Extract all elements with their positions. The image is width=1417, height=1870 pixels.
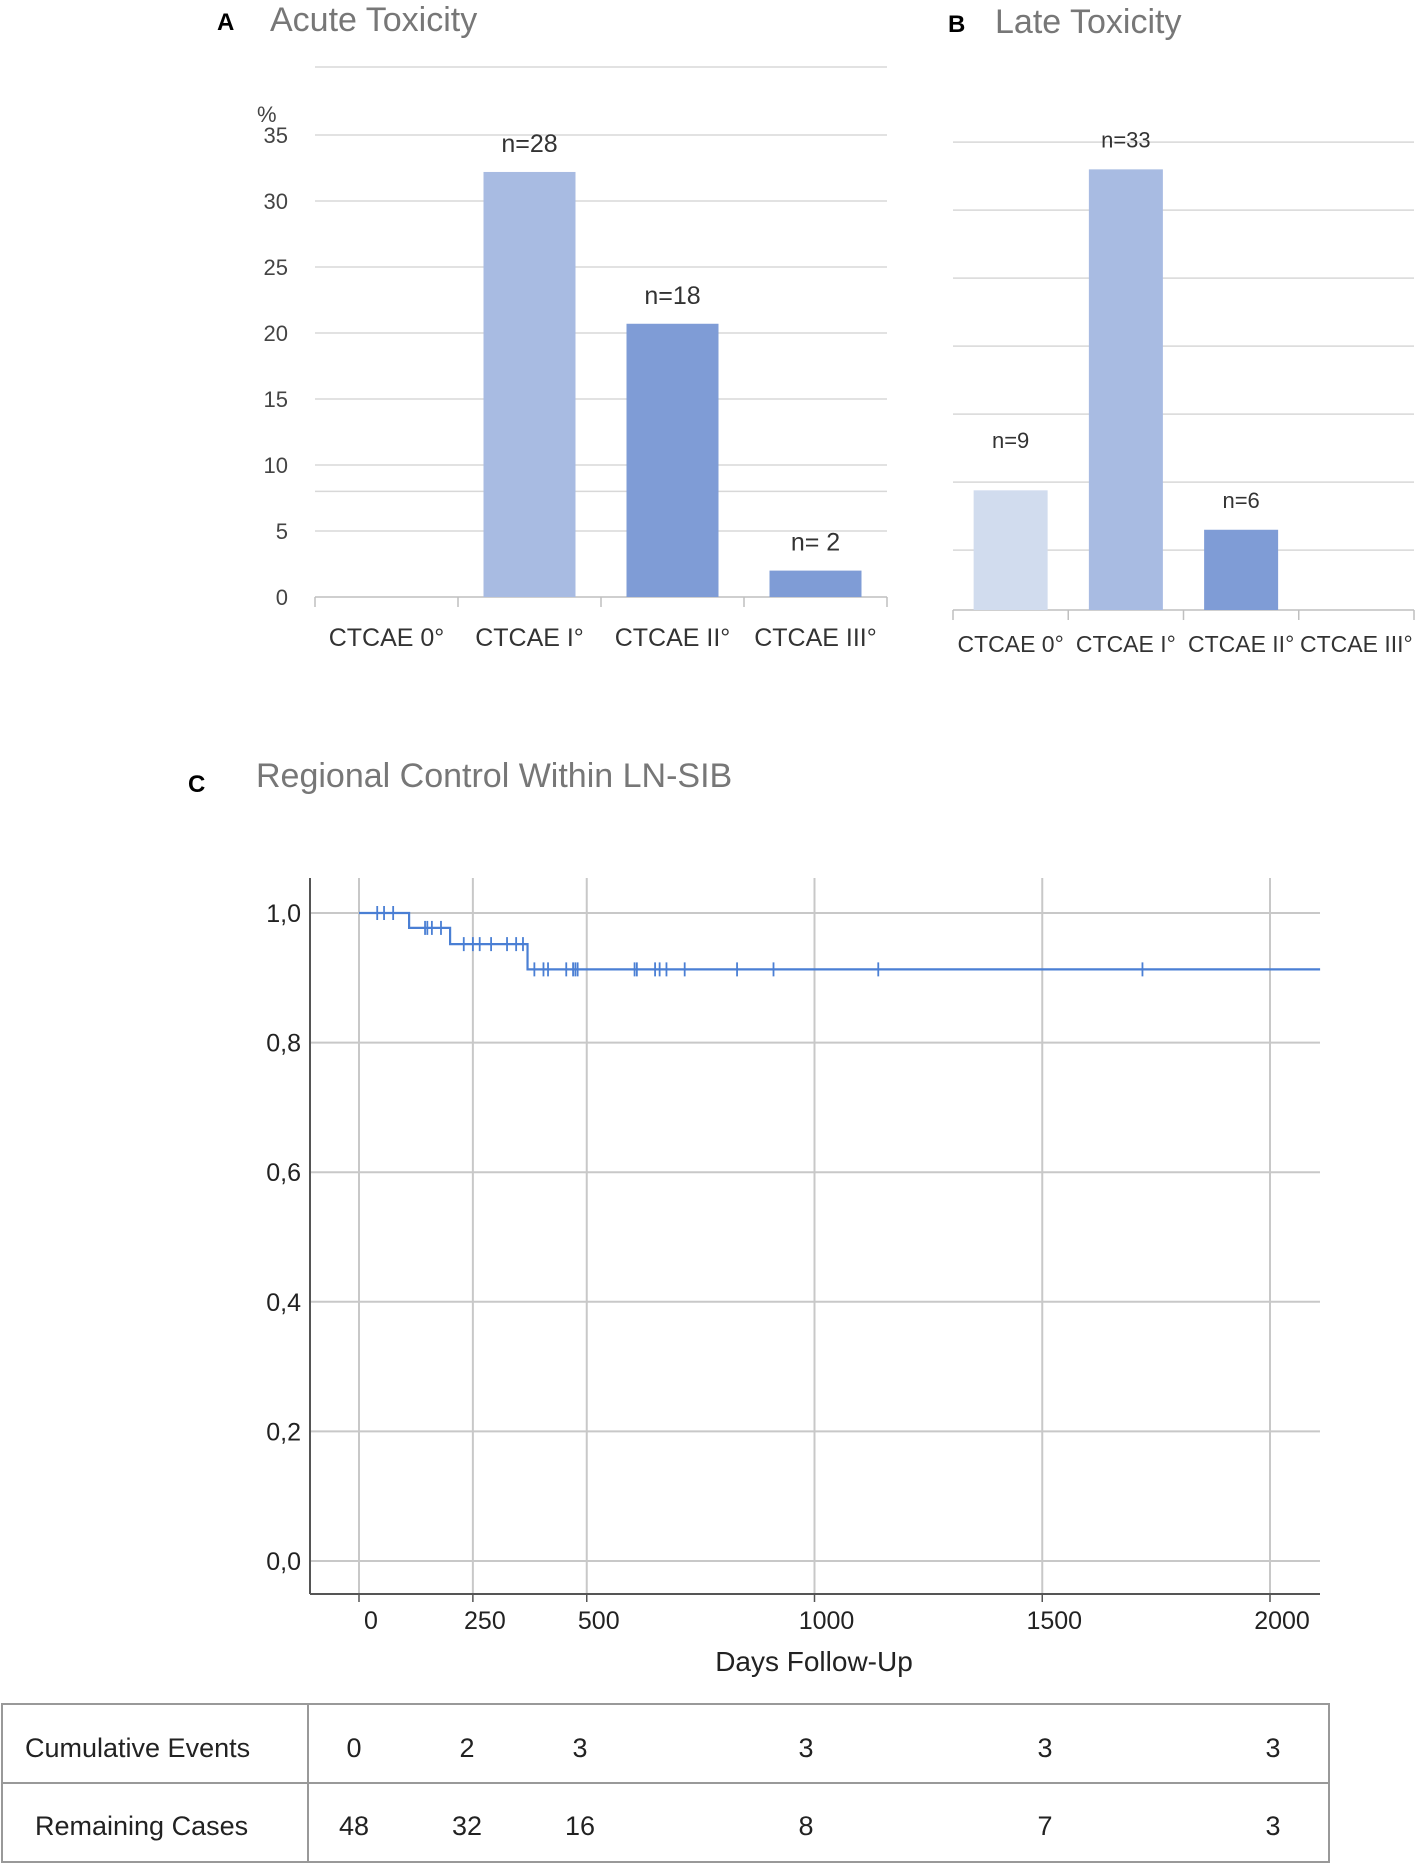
panel-b-title: Late Toxicity [995,3,1181,41]
panel-c-axes: 0,0 0,2 0,4 0,6 0,8 1,0 0 250 500 1000 1500 2000 [266,878,1320,1635]
risk-table-cell: 3 [1265,1811,1280,1841]
panel-c-y-tick-label: 0,8 [266,1030,301,1058]
risk-table-cell: 8 [798,1811,813,1841]
panel-a-bar [769,570,862,597]
panel-a-y-tick-label: 15 [264,387,288,412]
panel-a-bar [626,323,719,597]
panel-a-y-tick-label: 30 [264,189,288,214]
panel-c-survival-curve [359,906,1321,977]
panel-b-letter: B [948,11,965,38]
risk-table-cell: 2 [459,1733,474,1763]
panel-b-gridlines [953,141,1414,551]
panel-a-y-tick-label: 25 [264,255,288,280]
risk-table-rows: Cumulative Events 0 2 3 3 3 3 Remaining Cases 48… [25,1733,1281,1841]
panel-b-late-toxicity: B Late Toxicity CTCAE 0° CTCAE I° CTCAE II… [948,3,1415,657]
panel-c-y-tick-label: 0,6 [266,1159,301,1187]
panel-b-category-label: CTCAE 0° [957,631,1063,657]
panel-c-x-tick-label: 0 [364,1607,378,1635]
panel-b-category-label: CTCAE III° [1300,631,1413,657]
panel-b-data-label: n=33 [1101,127,1151,152]
panel-a-y-tick-label: 5 [276,519,288,544]
risk-table-row-label: Cumulative Events [25,1733,250,1763]
panel-a-y-tick-label: 35 [264,123,288,148]
panel-a-category-label: CTCAE I° [475,624,584,652]
risk-table-cell: 3 [798,1733,813,1763]
risk-table-cell: 3 [1265,1733,1280,1763]
panel-b-bar [973,490,1048,610]
panel-c-letter: C [188,771,205,798]
risk-table-cell: 32 [452,1811,482,1841]
panel-c-y-tick-label: 0,2 [266,1418,301,1446]
panel-c-title: Regional Control Within LN-SIB [256,757,732,795]
panel-a-acute-toxicity: A Acute Toxicity % 0 5 10 15 20 25 30 35 CTCAE 0… [217,1,888,652]
risk-table-cell: 48 [339,1811,369,1841]
risk-table-cell: 3 [1037,1733,1052,1763]
panel-b-category-label: CTCAE II° [1188,631,1294,657]
panel-c-step-line [359,911,1321,971]
panel-a-data-label: n=18 [644,282,700,310]
panel-b-axes: CTCAE 0° CTCAE I° CTCAE II° CTCAE III° [952,609,1415,657]
panel-c-regional-control: C Regional Control Within LN-SIB 0,00,20… [188,757,1321,1677]
panel-c-y-tick-label: 0,4 [266,1289,301,1317]
panel-b-bars: n=9 n=33 n=6 [973,127,1279,611]
panel-a-data-label: n= 2 [791,529,840,557]
risk-table-cell: 7 [1037,1811,1052,1841]
panel-a-category-label: CTCAE II° [615,624,731,652]
panel-a-y-tick-label: 10 [264,453,288,478]
panel-a-unit-label: % [257,102,277,127]
risk-table-cell: 16 [565,1811,595,1841]
panel-a-axes: 0 5 10 15 20 25 30 35 CTCAE 0° CTCAE I° CTCAE II° C… [264,123,888,652]
panel-a-title: Acute Toxicity [270,1,477,39]
panel-b-data-label: n=9 [992,428,1029,453]
panel-c-x-axis-label: Days Follow-Up [715,1646,913,1677]
panel-b-bar [1088,169,1163,611]
panel-a-category-label: CTCAE III° [754,624,877,652]
panel-c-y-tick-label: 1,0 [266,900,301,928]
panel-a-y-tick-label: 20 [264,321,288,346]
panel-b-bar [1204,529,1279,610]
panel-c-y-tick-label: 0,0 [266,1548,301,1576]
panel-c-x-tick-label: 2000 [1254,1607,1310,1635]
risk-table-row-label: Remaining Cases [35,1811,248,1841]
risk-table: Cumulative Events 0 2 3 3 3 3 Remaining Cases 48… [1,1703,1330,1863]
panel-c-x-tick-label: 500 [578,1607,620,1635]
panel-a-y-tick-label: 0 [276,585,288,610]
panel-c-x-tick-label: 1500 [1026,1607,1082,1635]
panel-a-bars: n=28 n=18 n= 2 [483,130,862,597]
panel-a-bar [483,171,576,597]
risk-table-cell: 3 [572,1733,587,1763]
panel-a-category-label: CTCAE 0° [329,624,445,652]
panel-a-data-label: n=28 [501,130,557,158]
panel-a-gridlines [315,66,887,532]
panel-c-x-tick-label: 1000 [799,1607,855,1635]
panel-c-x-tick-label: 250 [464,1607,506,1635]
panel-b-category-label: CTCAE I° [1076,631,1176,657]
panel-b-data-label: n=6 [1222,488,1259,513]
panel-a-letter: A [217,9,234,36]
risk-table-cell: 0 [346,1733,361,1763]
panel-c-gridlines [310,878,1320,1594]
